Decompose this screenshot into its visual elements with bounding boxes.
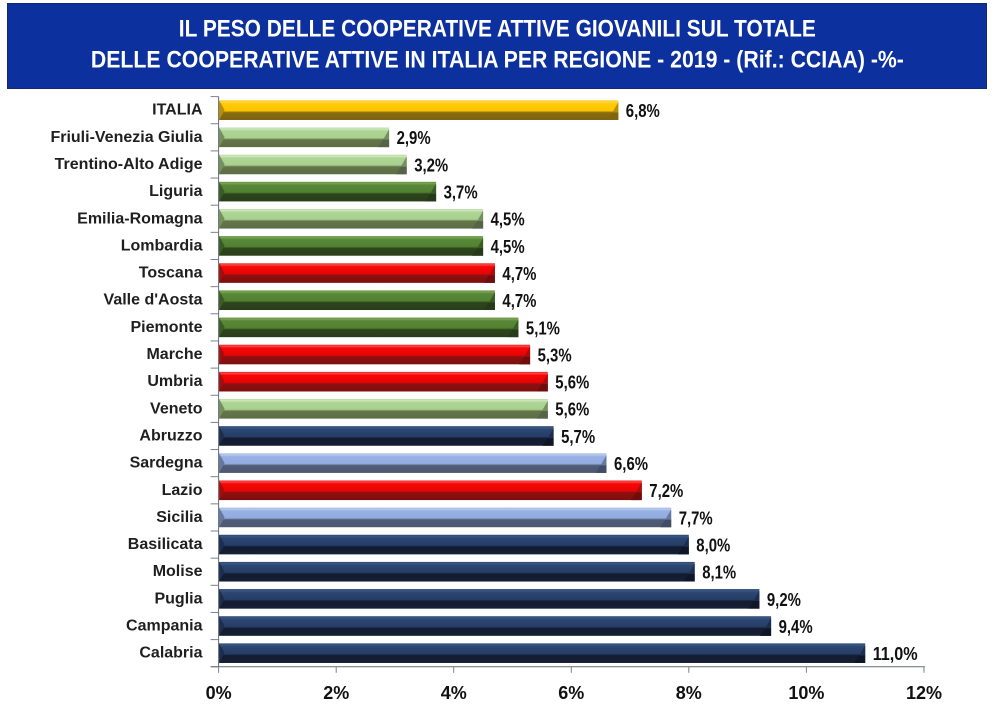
svg-text:DELLE COOPERATIVE ATTIVE IN IT: DELLE COOPERATIVE ATTIVE IN ITALIA PER R… bbox=[91, 47, 904, 74]
svg-text:Veneto: Veneto bbox=[150, 400, 203, 417]
svg-text:Campania: Campania bbox=[126, 618, 203, 635]
svg-text:5,6%: 5,6% bbox=[555, 400, 589, 420]
svg-text:4,7%: 4,7% bbox=[502, 264, 536, 284]
svg-text:Friuli-Venezia Giulia: Friuli-Venezia Giulia bbox=[50, 129, 202, 146]
svg-text:5,6%: 5,6% bbox=[555, 373, 589, 393]
svg-text:11,0%: 11,0% bbox=[873, 644, 918, 664]
svg-text:3,7%: 3,7% bbox=[444, 183, 478, 203]
svg-text:6,8%: 6,8% bbox=[626, 101, 660, 121]
svg-text:9,4%: 9,4% bbox=[779, 617, 813, 637]
svg-text:9,2%: 9,2% bbox=[767, 590, 801, 610]
svg-text:7,7%: 7,7% bbox=[679, 508, 713, 528]
svg-text:7,2%: 7,2% bbox=[649, 481, 683, 501]
svg-text:8,1%: 8,1% bbox=[702, 563, 736, 583]
svg-text:Marche: Marche bbox=[146, 346, 202, 363]
svg-text:8,0%: 8,0% bbox=[696, 535, 730, 555]
svg-text:6,6%: 6,6% bbox=[614, 454, 648, 474]
svg-text:Molise: Molise bbox=[153, 563, 203, 580]
svg-text:Basilicata: Basilicata bbox=[128, 536, 203, 553]
svg-text:Liguria: Liguria bbox=[149, 183, 202, 200]
svg-text:2,9%: 2,9% bbox=[397, 128, 431, 148]
svg-text:Piemonte: Piemonte bbox=[130, 319, 202, 336]
svg-text:Calabria: Calabria bbox=[139, 645, 202, 662]
svg-text:4,7%: 4,7% bbox=[502, 291, 536, 311]
svg-text:10%: 10% bbox=[788, 683, 824, 703]
svg-text:4%: 4% bbox=[441, 683, 467, 703]
svg-text:Lazio: Lazio bbox=[162, 482, 203, 499]
svg-text:ITALIA: ITALIA bbox=[152, 102, 203, 119]
svg-text:Valle d'Aosta: Valle d'Aosta bbox=[104, 292, 203, 309]
svg-text:8%: 8% bbox=[676, 683, 702, 703]
svg-text:Sicilia: Sicilia bbox=[156, 509, 202, 526]
svg-text:Umbria: Umbria bbox=[147, 373, 202, 390]
svg-text:IL PESO DELLE COOPERATIVE ATTI: IL PESO DELLE COOPERATIVE ATTIVE GIOVANI… bbox=[179, 16, 816, 43]
svg-text:5,1%: 5,1% bbox=[526, 318, 560, 338]
svg-text:5,3%: 5,3% bbox=[538, 345, 572, 365]
svg-text:6%: 6% bbox=[558, 683, 584, 703]
svg-text:Sardegna: Sardegna bbox=[130, 455, 203, 472]
svg-text:2%: 2% bbox=[323, 683, 349, 703]
svg-text:0%: 0% bbox=[206, 683, 232, 703]
svg-text:Toscana: Toscana bbox=[139, 265, 203, 282]
svg-text:5,7%: 5,7% bbox=[561, 427, 595, 447]
svg-text:12%: 12% bbox=[906, 683, 942, 703]
svg-text:Lombardia: Lombardia bbox=[121, 237, 203, 254]
svg-text:Trentino-Alto Adige: Trentino-Alto Adige bbox=[55, 156, 203, 173]
svg-text:4,5%: 4,5% bbox=[491, 237, 525, 257]
svg-text:Emilia-Romagna: Emilia-Romagna bbox=[77, 210, 202, 227]
svg-text:Puglia: Puglia bbox=[154, 590, 202, 607]
svg-text:Abruzzo: Abruzzo bbox=[139, 427, 202, 444]
svg-text:4,5%: 4,5% bbox=[491, 210, 525, 230]
svg-text:3,2%: 3,2% bbox=[414, 155, 448, 175]
